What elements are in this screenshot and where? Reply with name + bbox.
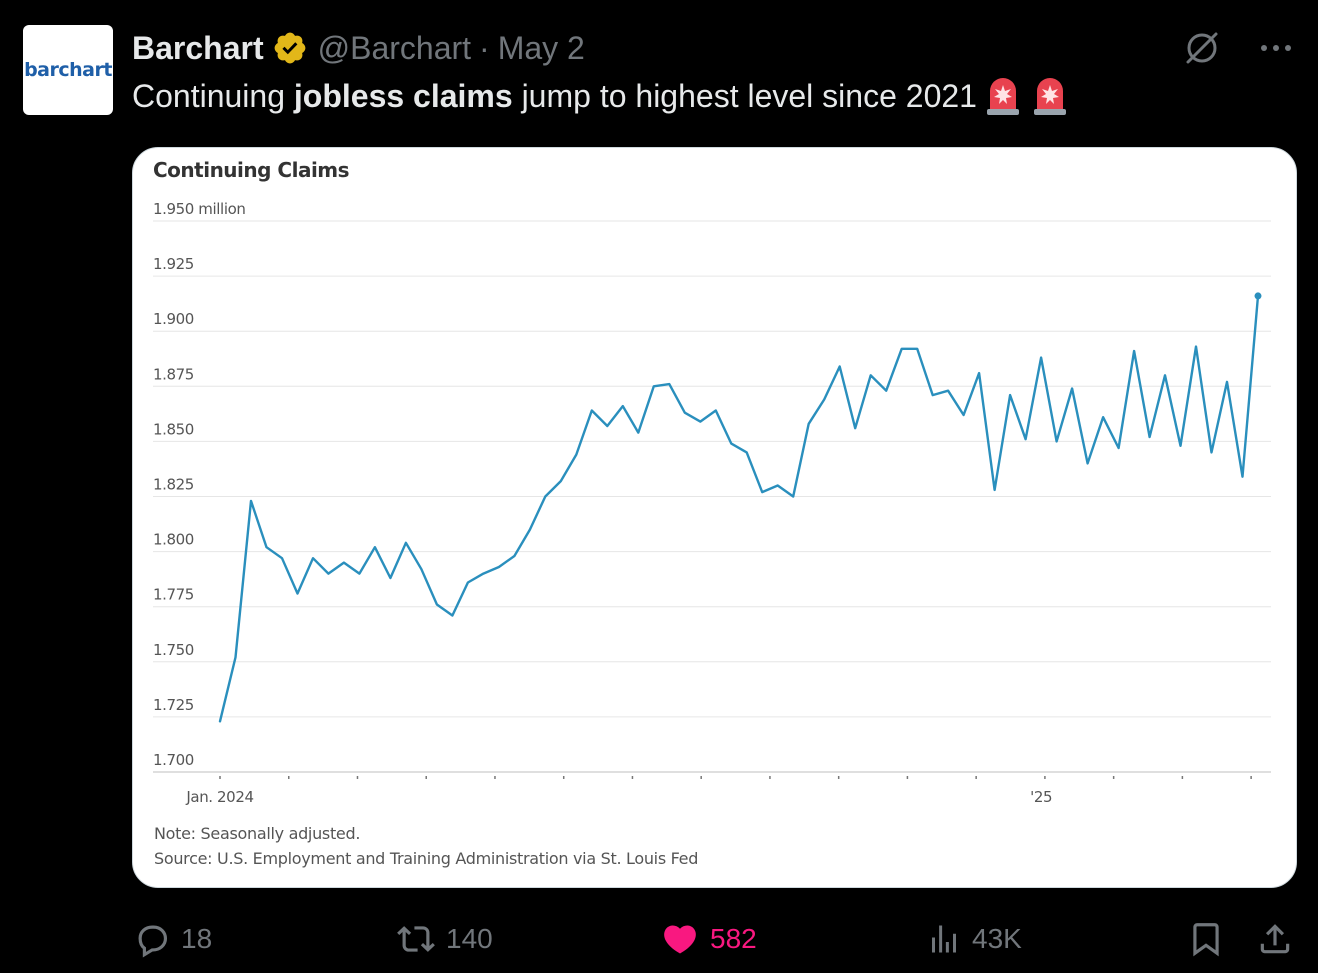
- grok-icon[interactable]: [1182, 28, 1222, 68]
- reply-count: 18: [181, 923, 213, 954]
- series-line: [218, 294, 1260, 723]
- chart: 1.700 1.725 1.750 1.775 1.800 1.825 1.850 1.875…: [153, 200, 1271, 806]
- views-count: 43K: [972, 923, 1022, 954]
- y-tick-label: 1.925: [153, 255, 194, 273]
- share-button[interactable]: [1256, 915, 1294, 963]
- share-icon: [1260, 924, 1290, 954]
- author-handle[interactable]: @Barchart: [317, 29, 472, 66]
- avatar-logo-text: barchart: [24, 59, 112, 81]
- tweet-text-bold: jobless claims: [293, 77, 513, 114]
- bookmark-button[interactable]: [1187, 915, 1225, 963]
- y-tick-label: 1.875: [153, 365, 194, 383]
- x-tick-label: Jan. 2024: [185, 788, 253, 806]
- y-tick-label: 1.900: [153, 310, 194, 328]
- chart-title: Continuing Claims: [153, 158, 350, 182]
- like-button[interactable]: 582: [660, 915, 757, 963]
- police-light-emoji-1: [982, 75, 1024, 117]
- tweet-text-start: Continuing: [132, 77, 294, 114]
- chart-note: Note: Seasonally adjusted.: [154, 824, 361, 843]
- tweet-actions: 18 140 582 43K: [0, 915, 1318, 963]
- separator-dot: ·: [479, 29, 490, 66]
- avatar[interactable]: barchart: [23, 25, 113, 115]
- top-actions: [1182, 28, 1296, 68]
- x-tick-label: '25: [1030, 788, 1052, 806]
- y-tick-label: 1.725: [153, 696, 194, 714]
- y-tick-label: 1.850: [153, 420, 194, 438]
- y-tick-label: 1.950 million: [153, 200, 245, 218]
- author-name[interactable]: Barchart: [132, 29, 264, 66]
- views-button[interactable]: 43K: [926, 915, 1022, 963]
- tweet-date[interactable]: May 2: [497, 29, 585, 66]
- like-count: 582: [710, 923, 757, 954]
- y-tick-label: 1.700: [153, 751, 194, 769]
- retweet-button[interactable]: 140: [396, 915, 493, 963]
- chart-source: Source: U.S. Employment and Training Adm…: [154, 849, 699, 868]
- media-card[interactable]: 1.700 1.725 1.750 1.775 1.800 1.825 1.850 1.875…: [132, 147, 1297, 888]
- tweet-text-end: jump to highest level since 2021: [512, 77, 977, 114]
- heart-icon: [664, 925, 696, 954]
- y-tick-label: 1.750: [153, 641, 194, 659]
- more-icon[interactable]: [1256, 28, 1296, 68]
- y-tick-label: 1.775: [153, 586, 194, 604]
- reply-button[interactable]: 18: [133, 915, 212, 963]
- retweet-count: 140: [446, 923, 493, 954]
- y-tick-label: 1.800: [153, 531, 194, 549]
- reply-icon: [138, 925, 168, 958]
- retweet-icon: [397, 926, 435, 952]
- tweet-header: Barchart @Barchart · May 2: [132, 27, 585, 69]
- police-light-emoji-2: [1029, 75, 1071, 117]
- views-icon: [932, 925, 956, 953]
- y-tick-label: 1.825: [153, 476, 194, 494]
- last-data-point: [1254, 292, 1262, 300]
- bookmark-icon: [1193, 923, 1219, 957]
- tweet-text: Continuing jobless claims jump to highes…: [132, 75, 1071, 117]
- verified-badge-icon[interactable]: [272, 30, 308, 66]
